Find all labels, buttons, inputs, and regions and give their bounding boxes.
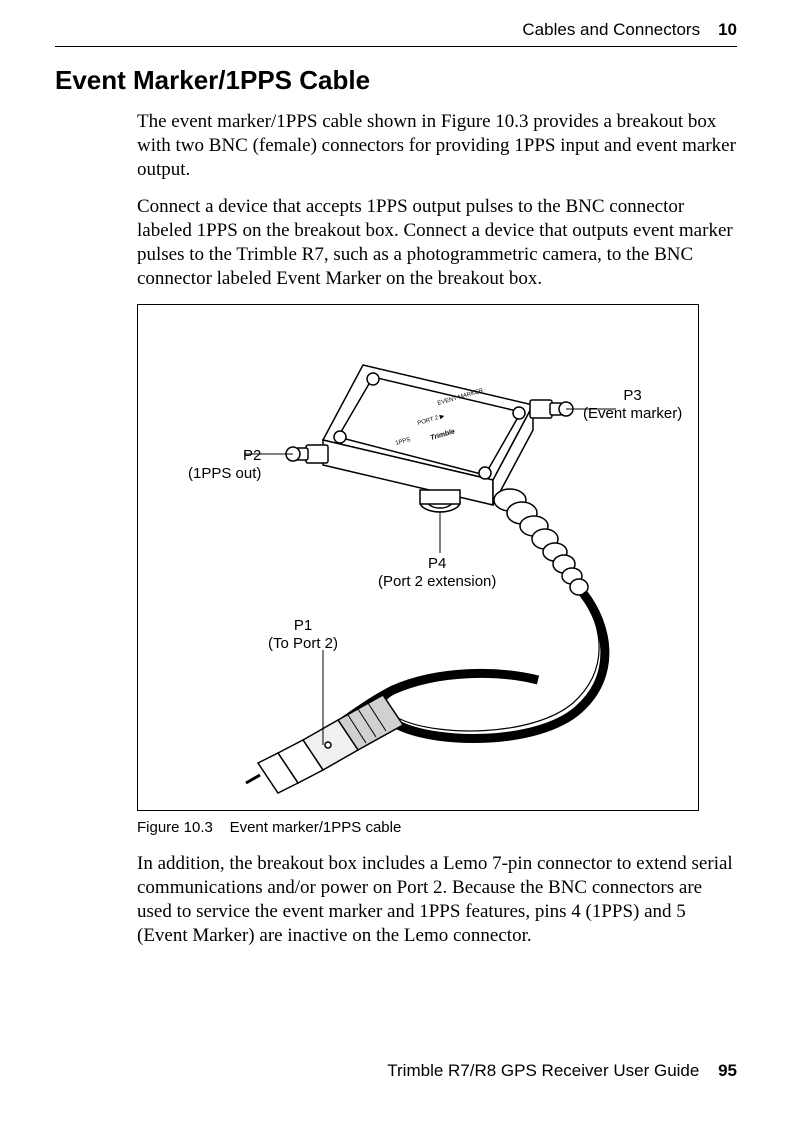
figure-label-p2-line2: (1PPS out) <box>188 465 261 483</box>
header-chapter-number: 10 <box>718 20 737 40</box>
figure-label-p4-line2: (Port 2 extension) <box>378 573 496 591</box>
footer-page-number: 95 <box>718 1061 737 1080</box>
page-footer: Trimble R7/R8 GPS Receiver User Guide 95 <box>387 1061 737 1081</box>
figure-label-p1: P1 (To Port 2) <box>268 617 338 653</box>
figure-label-p1-line1: P1 <box>268 617 338 635</box>
figure-label-p4: P4 (Port 2 extension) <box>378 555 496 591</box>
header-section-name: Cables and Connectors <box>522 20 700 40</box>
section-title: Event Marker/1PPS Cable <box>55 65 737 96</box>
figure-label-p4-line1: P4 <box>378 555 496 573</box>
figure-label-p3-line1: P3 <box>583 387 682 405</box>
body-paragraph-2: Connect a device that accepts 1PPS outpu… <box>137 195 737 290</box>
page-header: Cables and Connectors 10 <box>55 20 737 40</box>
figure-label-p1-line2: (To Port 2) <box>268 635 338 653</box>
body-paragraph-3: In addition, the breakout box includes a… <box>137 852 737 947</box>
figure-caption: Figure 10.3 Event marker/1PPS cable <box>137 819 737 836</box>
figure-label-p3: P3 (Event marker) <box>583 387 682 423</box>
body-paragraph-1: The event marker/1PPS cable shown in Fig… <box>137 110 737 181</box>
header-rule <box>55 46 737 47</box>
figure-caption-text: Event marker/1PPS cable <box>230 819 402 836</box>
figure-label-p2: P2 (1PPS out) <box>188 447 261 483</box>
figure-caption-prefix: Figure 10.3 <box>137 819 213 836</box>
figure-label-p2-line1: P2 <box>188 447 261 465</box>
figure-container: Trimble EVENT MARKER PORT 2 ▶ 1PPS <box>137 304 699 811</box>
figure-label-p3-line2: (Event marker) <box>583 405 682 423</box>
footer-guide-name: Trimble R7/R8 GPS Receiver User Guide <box>387 1061 699 1080</box>
